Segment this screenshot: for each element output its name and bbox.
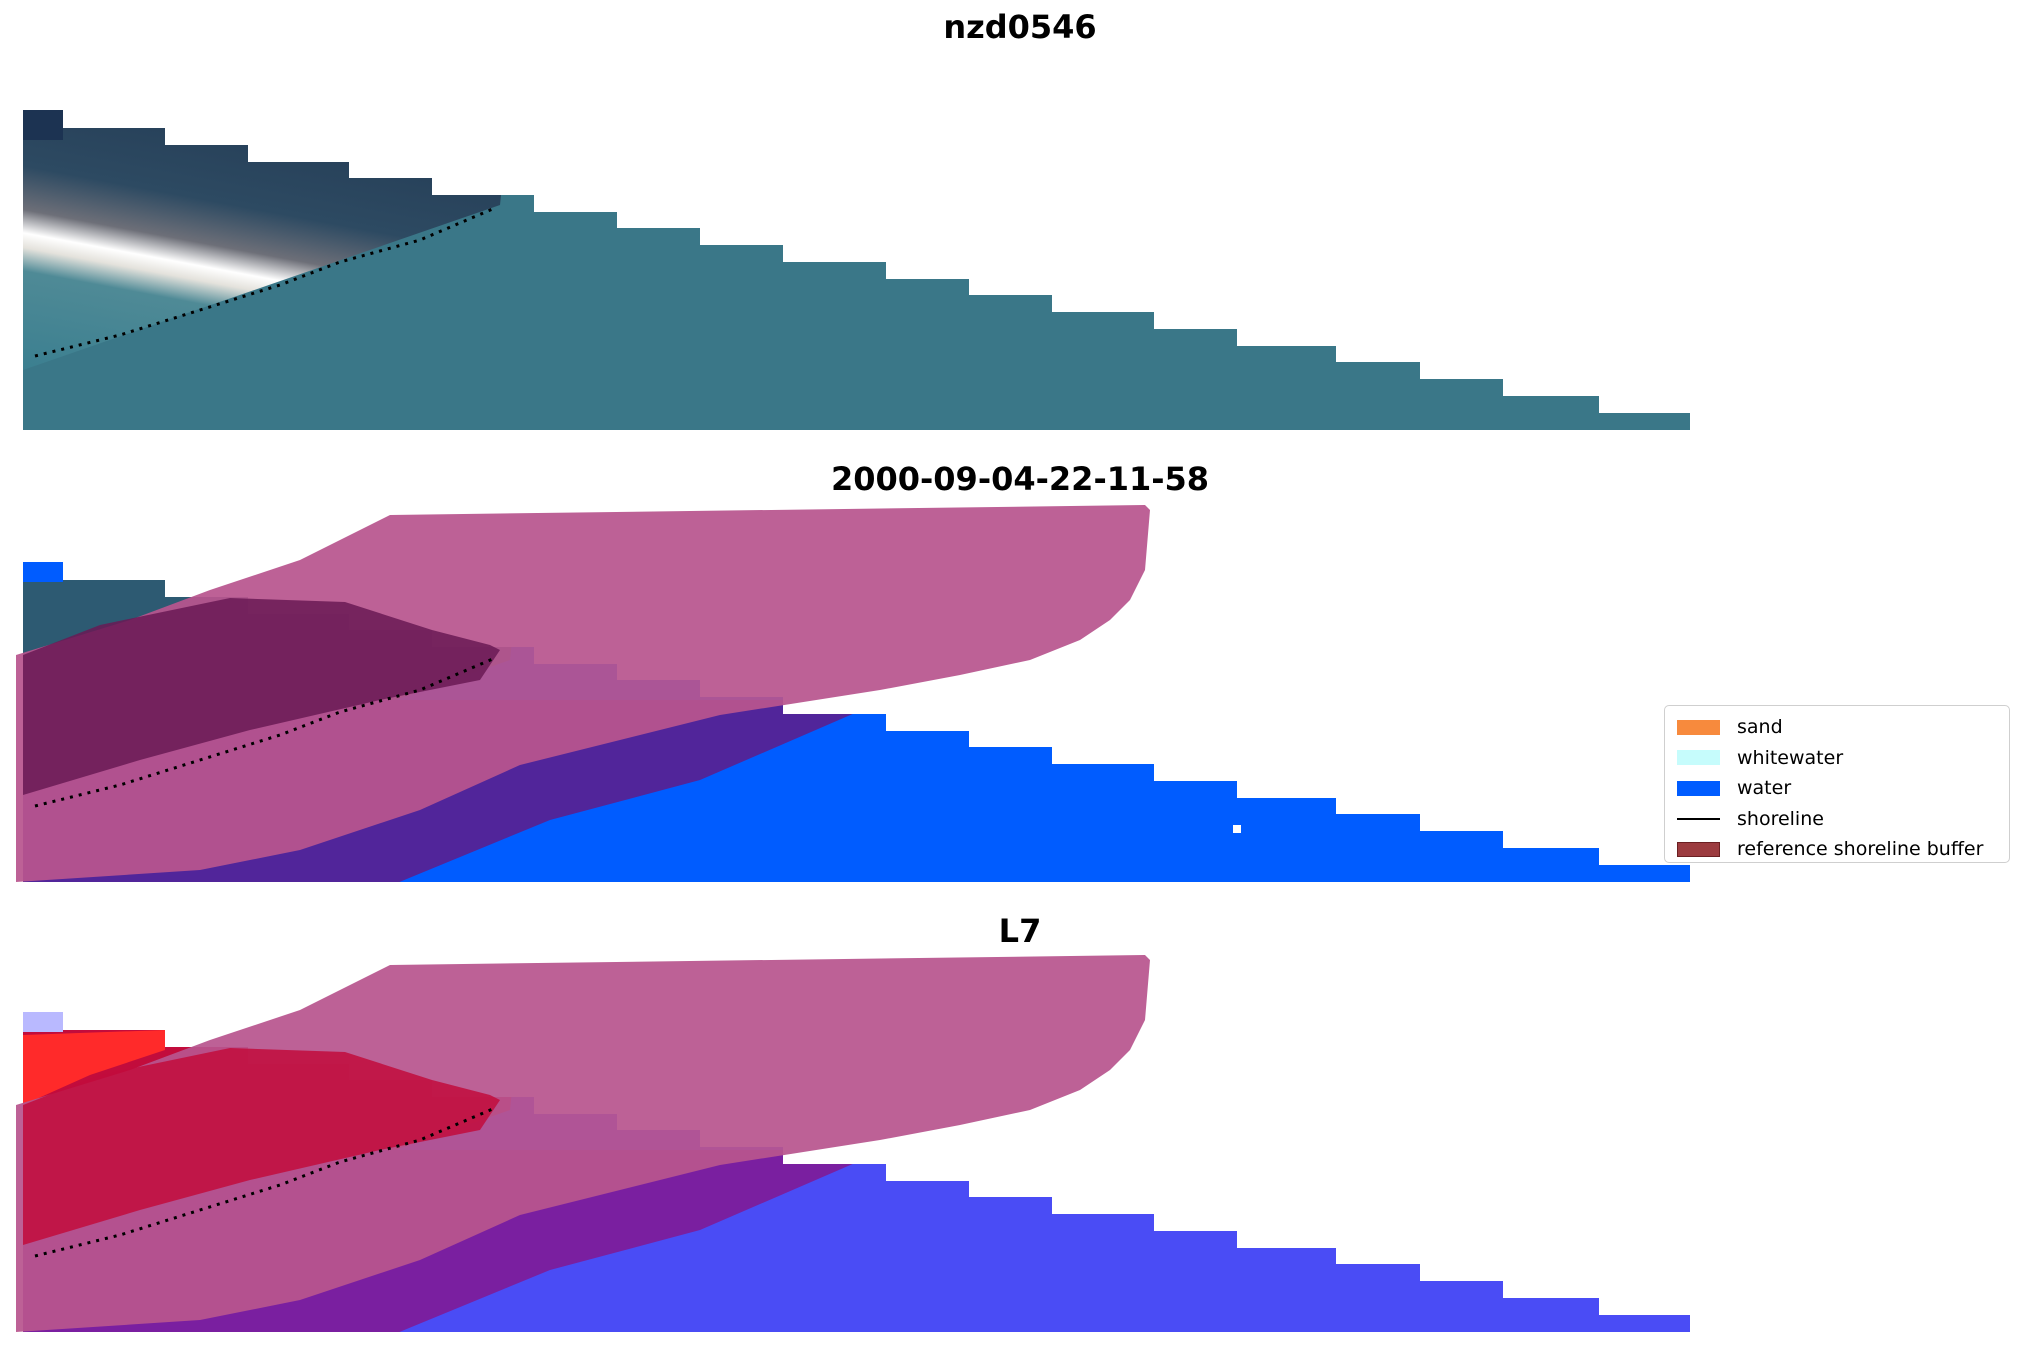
buffer-swatch [1677, 841, 1720, 857]
legend-label: whitewater [1737, 746, 1844, 769]
sand-swatch [1677, 719, 1720, 735]
legend-item-water: water [1677, 773, 2009, 804]
shoreline-swatch [1677, 817, 1720, 820]
panel-title-3: L7 [998, 912, 1042, 950]
legend-item-reference-shoreline-buffer: reference shoreline buffer [1677, 834, 2009, 865]
legend-label: sand [1737, 716, 1783, 739]
legend-item-shoreline: shoreline [1677, 804, 2009, 835]
legend-item-whitewater: whitewater [1677, 743, 2009, 774]
panel-title-2: 2000-09-04-22-11-58 [830, 460, 1210, 498]
reference-shoreline-buffer-2 [16, 505, 1150, 882]
reference-shoreline-buffer-3 [16, 955, 1150, 1332]
rgb-image-panel [23, 110, 1690, 430]
classification-panel [16, 505, 1690, 882]
legend-label: reference shoreline buffer [1737, 838, 1984, 861]
legend-label: shoreline [1737, 807, 1824, 830]
legend-item-sand: sand [1677, 712, 2009, 743]
whitewater-swatch [1677, 750, 1720, 766]
water-swatch [1677, 780, 1720, 796]
panel-title-1: nzd0546 [943, 8, 1097, 46]
legend: sand whitewater water shoreline referenc… [1664, 705, 2010, 863]
legend-label: water [1737, 777, 1792, 800]
water-block [23, 562, 63, 582]
index-panel [16, 955, 1690, 1332]
